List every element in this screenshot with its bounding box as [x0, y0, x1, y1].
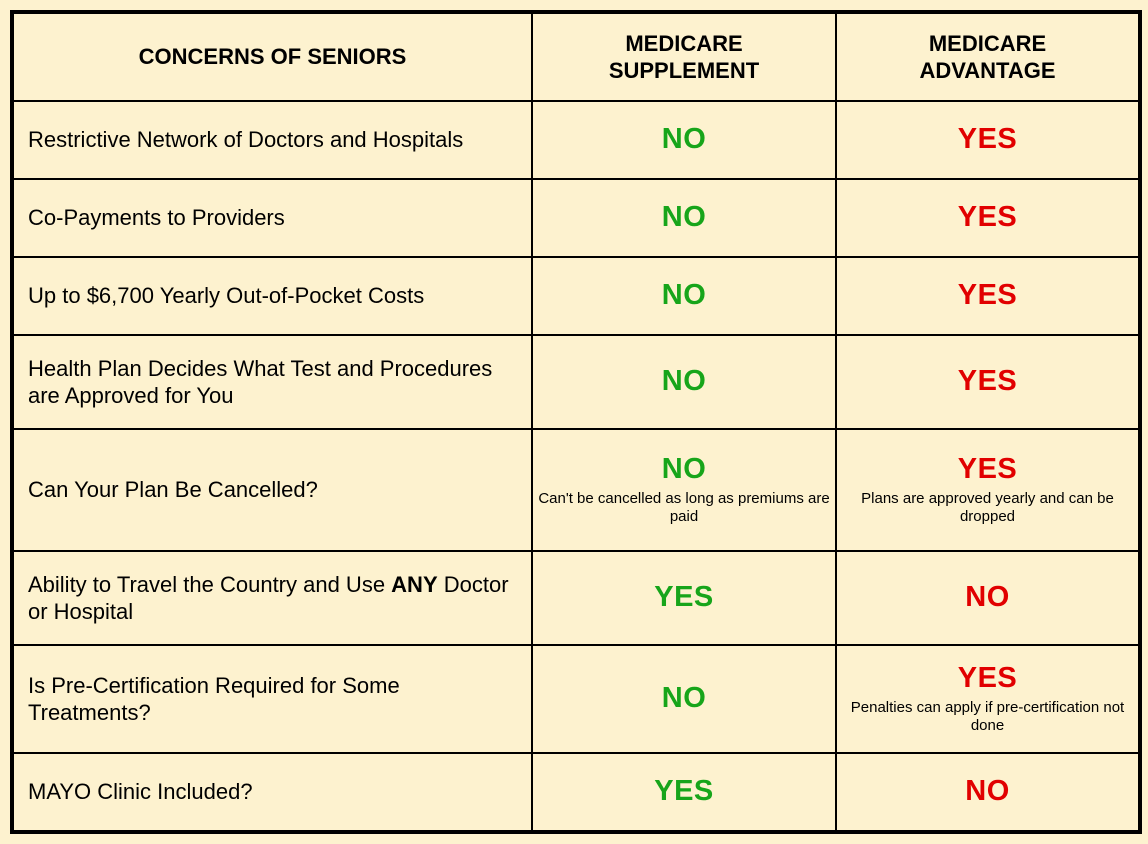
advantage-cell: NO [836, 753, 1140, 832]
header-advantage-line2: ADVANTAGE [919, 58, 1055, 83]
supplement-cell: NO [532, 257, 836, 335]
supplement-cell: NO [532, 179, 836, 257]
table-row: MAYO Clinic Included? YES NO [12, 753, 1140, 832]
header-advantage-line1: MEDICARE [929, 31, 1046, 56]
concern-cell: Ability to Travel the Country and Use AN… [12, 551, 532, 645]
supplement-cell: NO Can't be cancelled as long as premiums… [532, 429, 836, 551]
advantage-answer: NO [965, 581, 1010, 613]
table-row: Co-Payments to Providers NO YES [12, 179, 1140, 257]
advantage-answer: YES [958, 123, 1018, 155]
advantage-note: Penalties can apply if pre-certification… [837, 699, 1138, 735]
header-advantage: MEDICARE ADVANTAGE [836, 12, 1140, 101]
supplement-answer: NO [662, 453, 707, 485]
supplement-cell: NO [532, 335, 836, 429]
table-head: CONCERNS OF SENIORS MEDICARE SUPPLEMENT … [12, 12, 1140, 101]
advantage-answer: YES [958, 365, 1018, 397]
advantage-answer: YES [958, 279, 1018, 311]
advantage-note: Plans are approved yearly and can be dro… [837, 490, 1138, 526]
advantage-cell: YES [836, 257, 1140, 335]
concern-cell: Is Pre-Certification Required for Some T… [12, 645, 532, 753]
supplement-note: Can't be cancelled as long as premiums a… [533, 490, 835, 526]
header-row: CONCERNS OF SENIORS MEDICARE SUPPLEMENT … [12, 12, 1140, 101]
supplement-cell: NO [532, 645, 836, 753]
table-row: Can Your Plan Be Cancelled? NO Can't be ca… [12, 429, 1140, 551]
supplement-answer: YES [654, 581, 714, 613]
advantage-cell: YES Penalties can apply if pre-certificat… [836, 645, 1140, 753]
comparison-table: CONCERNS OF SENIORS MEDICARE SUPPLEMENT … [10, 10, 1142, 834]
advantage-cell: YES Plans are approved yearly and can be … [836, 429, 1140, 551]
concern-cell: Can Your Plan Be Cancelled? [12, 429, 532, 551]
table-row: Health Plan Decides What Test and Proced… [12, 335, 1140, 429]
supplement-cell: YES [532, 551, 836, 645]
supplement-answer: YES [654, 775, 714, 807]
advantage-cell: NO [836, 551, 1140, 645]
header-supplement-line2: SUPPLEMENT [609, 58, 759, 83]
table-row: Up to $6,700 Yearly Out-of-Pocket Costs N… [12, 257, 1140, 335]
concern-cell: Restrictive Network of Doctors and Hospi… [12, 101, 532, 179]
supplement-answer: NO [662, 123, 707, 155]
concern-cell: MAYO Clinic Included? [12, 753, 532, 832]
advantage-cell: YES [836, 179, 1140, 257]
advantage-cell: YES [836, 335, 1140, 429]
concern-cell: Health Plan Decides What Test and Proced… [12, 335, 532, 429]
header-supplement-line1: MEDICARE [625, 31, 742, 56]
supplement-cell: NO [532, 101, 836, 179]
table-row: Restrictive Network of Doctors and Hospi… [12, 101, 1140, 179]
supplement-answer: NO [662, 279, 707, 311]
supplement-cell: YES [532, 753, 836, 832]
concern-cell: Co-Payments to Providers [12, 179, 532, 257]
supplement-answer: NO [662, 365, 707, 397]
advantage-answer: YES [958, 662, 1018, 694]
table-row: Is Pre-Certification Required for Some T… [12, 645, 1140, 753]
supplement-answer: NO [662, 201, 707, 233]
advantage-answer: YES [958, 201, 1018, 233]
header-concerns: CONCERNS OF SENIORS [12, 12, 532, 101]
advantage-answer: NO [965, 775, 1010, 807]
table-body: Restrictive Network of Doctors and Hospi… [12, 101, 1140, 832]
concern-cell: Up to $6,700 Yearly Out-of-Pocket Costs [12, 257, 532, 335]
advantage-answer: YES [958, 453, 1018, 485]
advantage-cell: YES [836, 101, 1140, 179]
supplement-answer: NO [662, 682, 707, 714]
header-supplement: MEDICARE SUPPLEMENT [532, 12, 836, 101]
table-row: Ability to Travel the Country and Use AN… [12, 551, 1140, 645]
comparison-table-wrap: CONCERNS OF SENIORS MEDICARE SUPPLEMENT … [0, 0, 1148, 844]
